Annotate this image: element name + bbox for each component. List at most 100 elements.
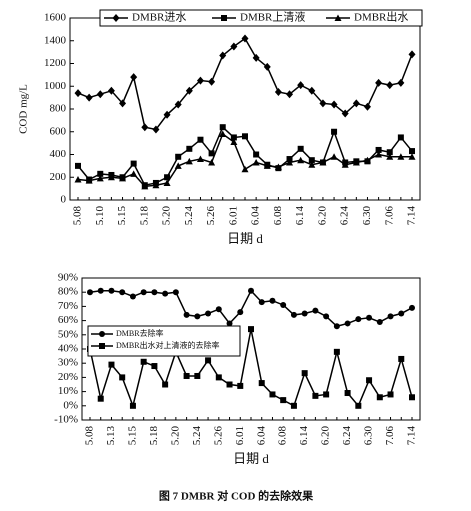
- x-tick-label: 6.30: [363, 426, 375, 446]
- marker: [97, 170, 104, 177]
- marker: [301, 370, 308, 377]
- marker: [355, 402, 362, 409]
- marker: [119, 99, 127, 108]
- legend-label: DMBR出水: [354, 10, 408, 24]
- marker: [130, 73, 138, 82]
- marker: [331, 128, 338, 135]
- marker: [397, 134, 404, 141]
- marker: [252, 158, 260, 166]
- marker: [162, 290, 169, 297]
- marker: [319, 99, 327, 108]
- marker: [363, 102, 371, 111]
- marker: [208, 158, 216, 166]
- x-tick-label: 6.24: [341, 426, 353, 446]
- x-axis-label: 日期 d: [233, 451, 269, 466]
- legend-label: DMBR进水: [132, 11, 186, 24]
- x-tick-label: 7.06: [383, 206, 395, 226]
- marker: [355, 316, 362, 323]
- marker: [366, 314, 373, 321]
- y-tick-label: 10%: [58, 385, 78, 397]
- marker: [174, 162, 182, 169]
- marker: [312, 392, 319, 399]
- x-tick-label: 5.26: [205, 206, 217, 226]
- marker: [286, 158, 294, 166]
- y-tick-label: -10%: [54, 414, 78, 426]
- marker: [386, 149, 393, 156]
- marker: [151, 289, 158, 296]
- marker: [151, 363, 158, 370]
- marker: [119, 374, 126, 381]
- legend-box: [87, 325, 241, 357]
- x-tick-label: 6.04: [255, 426, 267, 446]
- x-tick-label: 5.15: [116, 206, 128, 226]
- marker: [409, 148, 415, 155]
- y-tick-label: 0: [61, 194, 67, 206]
- marker: [274, 87, 282, 96]
- marker: [330, 100, 338, 109]
- y-tick-label: 50%: [58, 328, 78, 340]
- marker: [344, 390, 351, 397]
- legend-marker: [99, 343, 105, 349]
- marker: [366, 377, 373, 384]
- marker: [387, 391, 394, 398]
- marker: [96, 174, 104, 182]
- x-tick-label: 5.24: [183, 206, 195, 226]
- x-tick-label: 5.18: [148, 426, 160, 446]
- marker: [97, 287, 104, 294]
- x-tick-label: 6.20: [320, 426, 332, 446]
- marker: [219, 124, 226, 131]
- marker: [263, 62, 271, 71]
- x-tick-label: 5.15: [126, 426, 138, 446]
- marker: [107, 173, 115, 181]
- x-tick-label: 6.08: [277, 426, 289, 446]
- marker: [344, 320, 351, 327]
- x-tick-label: 6.14: [294, 206, 306, 226]
- marker: [376, 394, 383, 401]
- marker: [205, 357, 212, 364]
- marker: [237, 382, 244, 389]
- x-tick-label: 6.08: [272, 206, 284, 226]
- series-line: [77, 132, 412, 188]
- marker: [174, 100, 182, 109]
- marker: [183, 372, 190, 379]
- x-tick-label: 5.18: [138, 206, 150, 226]
- marker: [119, 174, 127, 182]
- marker: [241, 34, 249, 43]
- marker: [85, 93, 93, 102]
- marker: [323, 313, 330, 320]
- marker: [258, 299, 265, 306]
- marker: [297, 145, 304, 152]
- marker: [163, 110, 171, 119]
- marker: [242, 133, 248, 140]
- marker: [119, 289, 126, 296]
- marker: [194, 372, 201, 379]
- marker: [409, 304, 415, 311]
- marker: [248, 326, 254, 333]
- y-tick-label: 90%: [58, 272, 78, 284]
- x-tick-label: 7.14: [406, 206, 418, 226]
- marker: [175, 153, 182, 160]
- marker: [172, 289, 179, 296]
- marker: [376, 319, 383, 326]
- marker: [375, 146, 382, 153]
- y-tick-label: 200: [50, 171, 67, 183]
- marker: [108, 287, 115, 294]
- marker: [274, 163, 282, 171]
- marker: [219, 130, 227, 138]
- marker: [196, 76, 204, 85]
- marker: [140, 358, 147, 365]
- legend-marker: [112, 14, 120, 22]
- marker: [237, 309, 244, 316]
- marker: [333, 323, 340, 330]
- marker: [375, 151, 383, 158]
- legend-box: [99, 9, 423, 27]
- marker: [263, 162, 271, 169]
- marker: [130, 160, 137, 167]
- marker: [352, 158, 360, 166]
- marker: [333, 348, 340, 355]
- x-tick-label: 6.01: [227, 206, 239, 225]
- marker: [162, 381, 169, 388]
- y-tick-label: 0%: [63, 399, 78, 411]
- legend-marker: [99, 331, 105, 337]
